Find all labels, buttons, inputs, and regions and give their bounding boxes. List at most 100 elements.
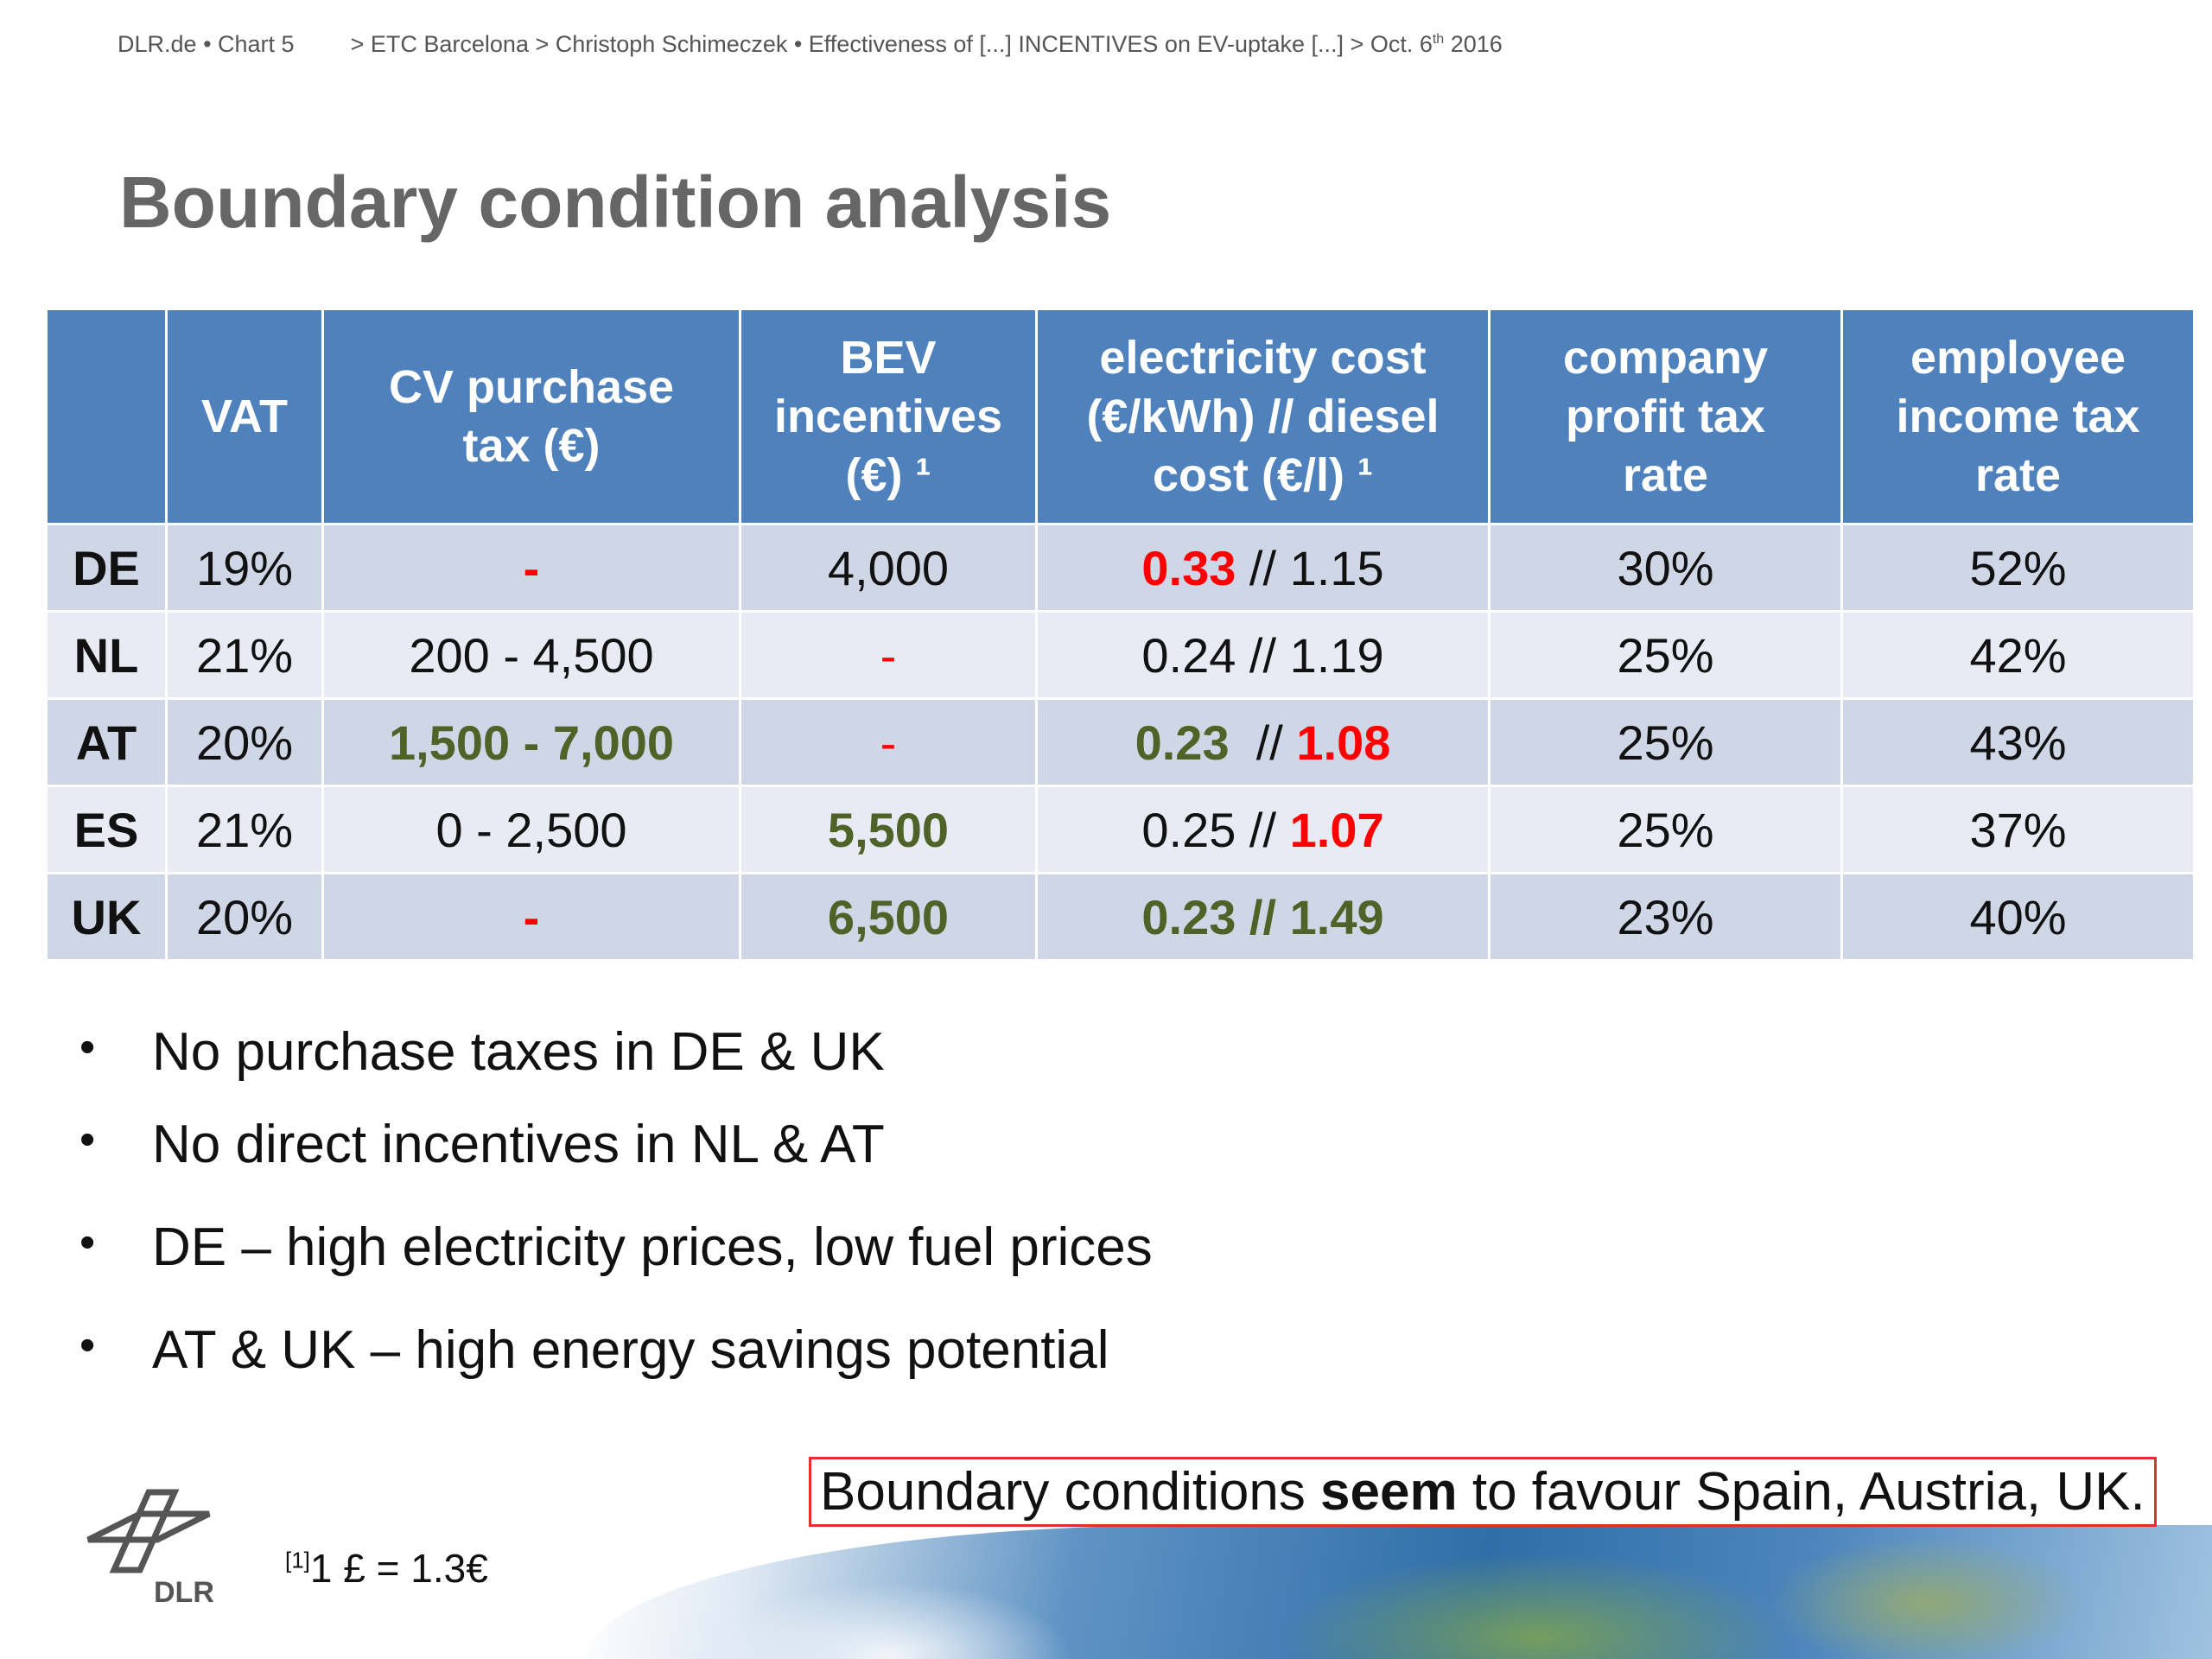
- electricity-value: 0.33: [1141, 540, 1236, 595]
- callout-pre: Boundary conditions: [820, 1462, 1321, 1522]
- profit-tax-cell: 25%: [1488, 785, 1843, 874]
- bev-cell: 5,500: [739, 785, 1038, 874]
- electricity-cell: 0.24 // 1.19: [1035, 610, 1491, 700]
- cv-tax-cell: -: [321, 872, 741, 962]
- col-header-vat: VAT: [165, 308, 324, 525]
- bullet-item: No direct incentives in NL & AT: [69, 1114, 1153, 1175]
- electricity-value: 0.23: [1141, 889, 1236, 944]
- dlr-logo-text: DLR: [154, 1576, 214, 1609]
- cv-tax-cell: 200 - 4,500: [321, 610, 741, 700]
- col-header-electricity: electricity cost (€/kWh) // diesel cost …: [1035, 308, 1491, 525]
- bullet-item: No purchase taxes in DE & UK: [69, 1021, 1153, 1083]
- profit-tax-cell: 30%: [1488, 523, 1843, 613]
- bev-cell: -: [739, 697, 1038, 787]
- col-header-country: [45, 308, 168, 525]
- income-tax-cell: 37%: [1840, 785, 2196, 874]
- boundary-table: VAT CV purchase tax (€) BEV incentives (…: [45, 308, 2196, 962]
- footnote-text: 1 £ = 1.3€: [309, 1546, 488, 1591]
- table-row-nl: NL 21% 200 - 4,500 - 0.24 // 1.19 25% 42…: [45, 610, 2196, 700]
- separator: //: [1229, 715, 1297, 770]
- electricity-value: 0.23: [1135, 715, 1230, 770]
- footnote-marker: [1]: [285, 1547, 310, 1573]
- header-line: (€) ¹: [845, 449, 931, 501]
- col-header-vat-text: VAT: [201, 391, 288, 442]
- callout-post: to favour Spain, Austria, UK.: [1457, 1462, 2145, 1522]
- country-cell: DE: [45, 523, 168, 613]
- header-line: cost (€/l) ¹: [1152, 449, 1374, 501]
- footnote: [1]1 £ = 1.3€: [285, 1545, 488, 1592]
- chart-label: Chart 5: [218, 31, 295, 57]
- electricity-cell: 0.25 // 1.07: [1035, 785, 1491, 874]
- diesel-value: 1.08: [1296, 715, 1391, 770]
- income-tax-cell: 40%: [1840, 872, 2196, 962]
- separator: //: [1236, 889, 1290, 944]
- header-line: incentives: [773, 391, 1003, 442]
- header-line: electricity cost: [1099, 332, 1427, 384]
- bev-cell: 6,500: [739, 872, 1038, 962]
- dlr-logo-icon: [86, 1489, 211, 1573]
- earth-globe-image: [588, 1525, 2212, 1659]
- income-tax-cell: 52%: [1840, 523, 2196, 613]
- callout-emphasis: seem: [1320, 1462, 1458, 1522]
- bullet-list: No purchase taxes in DE & UK No direct i…: [69, 1021, 1153, 1381]
- header-year: 2016: [1444, 31, 1503, 57]
- header-line: company: [1562, 332, 1769, 384]
- col-header-income-tax: employee income tax rate: [1840, 308, 2196, 525]
- header-line: tax (€): [462, 420, 601, 472]
- separator: //: [1236, 802, 1290, 857]
- bev-cell: 4,000: [739, 523, 1038, 613]
- electricity-value: 0.24: [1141, 627, 1236, 683]
- col-header-profit-tax: company profit tax rate: [1488, 308, 1843, 525]
- diesel-value: 1.49: [1289, 889, 1384, 944]
- diesel-value: 1.19: [1289, 627, 1384, 683]
- header-line: employee: [1910, 332, 2126, 384]
- header-line: BEV: [840, 332, 937, 384]
- header-line: CV purchase: [388, 361, 675, 413]
- electricity-cell: 0.23 // 1.08: [1035, 697, 1491, 787]
- income-tax-cell: 43%: [1840, 697, 2196, 787]
- header-line: (€/kWh) // diesel: [1086, 391, 1440, 442]
- col-header-bev: BEV incentives (€) ¹: [739, 308, 1038, 525]
- col-header-cv-tax: CV purchase tax (€): [321, 308, 741, 525]
- bullet-item: AT & UK – high energy savings potential: [69, 1319, 1153, 1381]
- header-bullet: •: [203, 31, 212, 57]
- diesel-value: 1.07: [1289, 802, 1384, 857]
- vat-cell: 21%: [165, 785, 324, 874]
- slide-header: DLR.de • Chart 5 > ETC Barcelona > Chris…: [118, 31, 1503, 58]
- cv-tax-cell: 0 - 2,500: [321, 785, 741, 874]
- table-row-at: AT 20% 1,500 - 7,000 - 0.23 // 1.08 25% …: [45, 697, 2196, 787]
- header-line: rate: [1622, 449, 1709, 501]
- table-row-uk: UK 20% - 6,500 0.23 // 1.49 23% 40%: [45, 872, 2196, 962]
- vat-cell: 21%: [165, 610, 324, 700]
- profit-tax-cell: 25%: [1488, 697, 1843, 787]
- cv-tax-cell: -: [321, 523, 741, 613]
- country-cell: NL: [45, 610, 168, 700]
- bullet-item: DE – high electricity prices, low fuel p…: [69, 1217, 1153, 1278]
- country-cell: UK: [45, 872, 168, 962]
- table-header-row: VAT CV purchase tax (€) BEV incentives (…: [45, 308, 2196, 525]
- header-line: income tax: [1896, 391, 2140, 442]
- country-cell: AT: [45, 697, 168, 787]
- income-tax-cell: 42%: [1840, 610, 2196, 700]
- diesel-value: 1.15: [1289, 540, 1384, 595]
- electricity-cell: 0.33 // 1.15: [1035, 523, 1491, 613]
- electricity-cell: 0.23 // 1.49: [1035, 872, 1491, 962]
- cv-tax-cell: 1,500 - 7,000: [321, 697, 741, 787]
- header-line: profit tax: [1565, 391, 1765, 442]
- site-label: DLR.de: [118, 31, 197, 57]
- country-cell: ES: [45, 785, 168, 874]
- table-row-de: DE 19% - 4,000 0.33 // 1.15 30% 52%: [45, 523, 2196, 613]
- vat-cell: 20%: [165, 872, 324, 962]
- conclusion-callout: Boundary conditions seem to favour Spain…: [809, 1457, 2157, 1527]
- vat-cell: 19%: [165, 523, 324, 613]
- table-row-es: ES 21% 0 - 2,500 5,500 0.25 // 1.07 25% …: [45, 785, 2196, 874]
- vat-cell: 20%: [165, 697, 324, 787]
- bev-cell: -: [739, 610, 1038, 700]
- electricity-value: 0.25: [1141, 802, 1236, 857]
- profit-tax-cell: 25%: [1488, 610, 1843, 700]
- profit-tax-cell: 23%: [1488, 872, 1843, 962]
- separator: //: [1236, 627, 1290, 683]
- date-suffix: th: [1432, 32, 1445, 47]
- breadcrumb: > ETC Barcelona > Christoph Schimeczek •…: [350, 31, 1433, 57]
- header-line: rate: [1974, 449, 2062, 501]
